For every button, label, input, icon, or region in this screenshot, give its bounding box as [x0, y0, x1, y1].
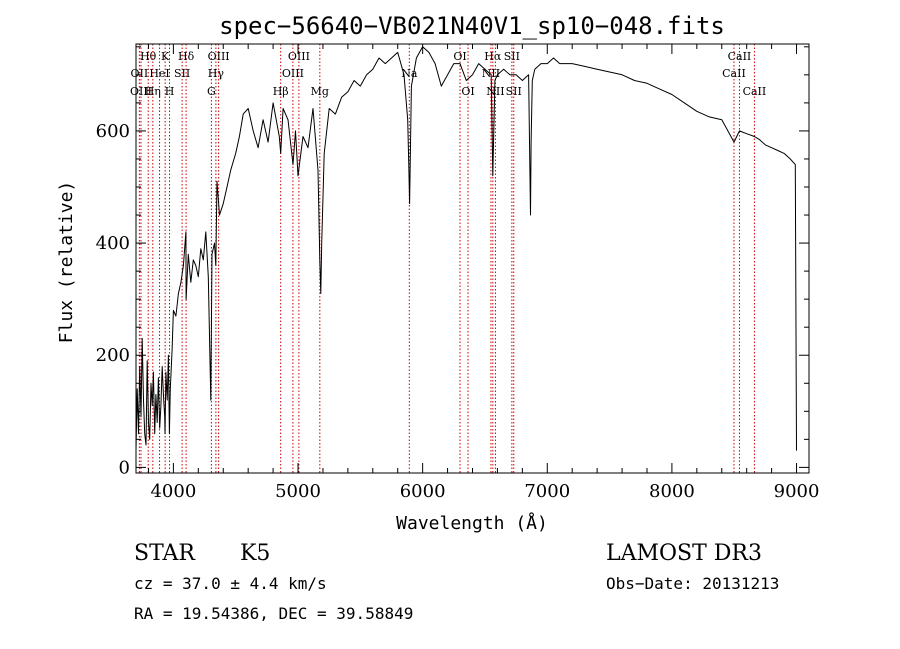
spectral-line-label-4: HeI [149, 67, 169, 80]
spectral-line-label-20: SII [504, 50, 520, 63]
spectral-line-label-18: OI [461, 85, 474, 98]
spectral-line-label-2: OIII [130, 85, 152, 98]
y-tick-label-0: 0 [119, 457, 130, 478]
spectral-line-label-7: SII [174, 67, 190, 80]
spectral-line-label-16: Na [401, 67, 418, 80]
spectral-line-label-0: Hθ [140, 50, 157, 63]
spectral-line-label-15: Mg [311, 85, 329, 98]
x-tick-label-7000: 7000 [524, 481, 570, 502]
spectral-line-label-11: G [207, 85, 216, 98]
object-class: STAR [134, 541, 196, 566]
x-tick-label-8000: 8000 [649, 481, 695, 502]
spectral-line-label-24: CaII [728, 50, 752, 63]
spectral-line-label-19: Hα [484, 50, 502, 63]
spectral-line-label-8: H [165, 85, 175, 98]
x-tick-label-9000: 9000 [774, 481, 820, 502]
spectral-line-label-6: Hδ [178, 50, 195, 63]
y-tick-label-600: 600 [96, 121, 130, 142]
series-line-spectrum [135, 46, 797, 451]
spectral-line-label-13: OIII [282, 67, 304, 80]
spectral-subclass: K5 [240, 541, 270, 566]
spectral-line-label-3: K [161, 50, 170, 63]
y-tick-label-200: 200 [96, 345, 130, 366]
observation-date: Obs−Date: 20131213 [606, 574, 779, 593]
spectral-line-markers: Hθ OII OIII K HeI Hη Hδ SII H OIII Hγ G OIII OIII Hβ Mg… [130, 44, 766, 473]
redshift-readout: cz = 37.0 ± 4.4 km/s [134, 574, 327, 593]
y-axis-label: Flux (relative) [56, 181, 77, 344]
spectral-line-label-14: Hβ [273, 85, 289, 98]
y-tick-label-400: 400 [96, 233, 130, 254]
spectral-line-label-25: CaII [722, 67, 746, 80]
x-tick-label-4000: 4000 [150, 481, 196, 502]
series-group [135, 46, 797, 451]
spectral-line-label-12: OIII [288, 50, 310, 63]
spectral-line-label-17: OI [453, 50, 466, 63]
spectral-line-label-10: Hγ [208, 67, 225, 80]
spectral-line-label-26: CaII [743, 85, 767, 98]
spectral-line-label-23: SII [506, 85, 522, 98]
x-tick-label-6000: 6000 [400, 481, 446, 502]
axis-ticks: 4000 5000 6000 7000 8000 9000 0 200 400 600 [96, 44, 820, 502]
x-tick-label-5000: 5000 [275, 481, 321, 502]
spectral-line-label-9: OIII [208, 50, 230, 63]
coordinates-readout: RA = 19.54386, DEC = 39.58849 [134, 604, 413, 623]
spectral-line-label-5: Hη [145, 85, 161, 98]
chart-title: spec−56640−VB021N40V1_sp10−048.fits [219, 12, 725, 40]
x-axis-label: Wavelength (Å) [396, 512, 548, 534]
spectral-line-label-1: OII [131, 67, 149, 80]
survey-name: LAMOST DR3 [606, 541, 762, 566]
spectral-line-label-22: NII [486, 85, 504, 98]
plot-frame [135, 43, 810, 474]
